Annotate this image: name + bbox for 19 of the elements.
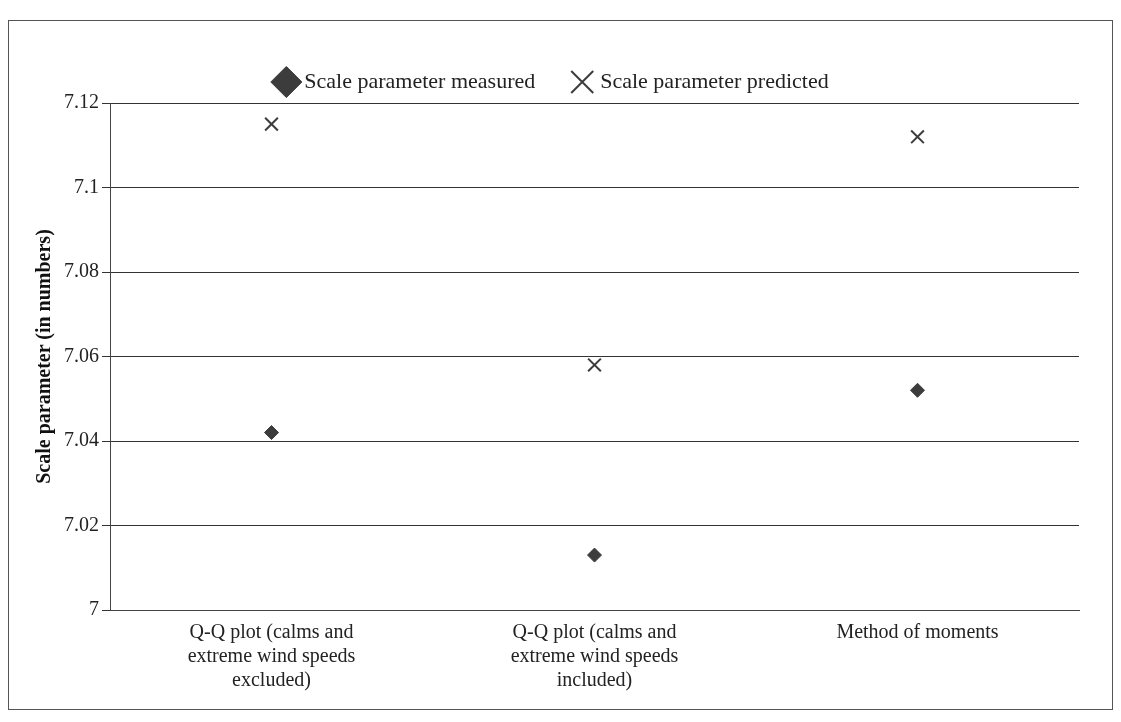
y-tick-label: 7.08 [64,259,99,282]
legend-label: Scale parameter predicted [600,67,829,93]
point [264,425,279,441]
y-tick-label: 7.12 [64,90,99,113]
x-tick-label: Q-Q plot (calms and extreme wind speeds excluded) [187,620,356,692]
y-axis-title: Scale parameter (in numbers) [32,229,56,484]
legend-label: Scale parameter measured [304,67,536,93]
x-tick-label: Q-Q plot (calms and extreme wind speeds included) [510,620,679,692]
x-tick-label: Method of moments [836,620,999,643]
point [587,547,602,563]
y-tick-label: 7.06 [64,343,99,366]
y-tick-label: 7.04 [64,428,99,451]
point [264,116,279,132]
y-tick-label: 7 [89,597,99,620]
point [587,357,602,373]
y-tick-label: 7.02 [64,512,99,535]
point [910,382,925,398]
y-tick-label: 7.1 [74,174,99,197]
point [910,129,925,145]
